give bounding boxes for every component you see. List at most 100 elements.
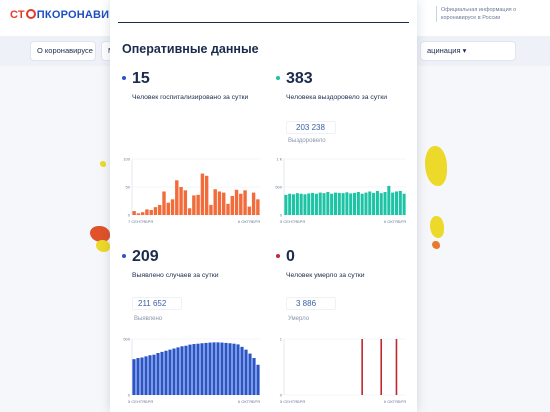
logo-ring-icon [25, 9, 36, 19]
bar [251, 192, 256, 215]
bar [236, 344, 240, 395]
bar [232, 343, 236, 395]
stat-deaths-total-label: Умерло [288, 316, 310, 322]
x-start-label: 5 СЕНТЯБРЯ [280, 399, 305, 404]
modal-divider [118, 22, 409, 23]
logo-text-start: СТ [10, 9, 25, 21]
nav-item-vaccination[interactable]: ацинация ▾ [420, 41, 516, 61]
site-logo[interactable]: СТ ПКОРОНАВИ [10, 9, 109, 21]
map-region [425, 146, 447, 186]
x-start-label: 7 СЕНТЯБРЯ [128, 219, 153, 224]
bar [212, 342, 216, 395]
stat-deaths-total: 3 886 [296, 299, 317, 308]
bar [180, 346, 184, 395]
bar [391, 192, 395, 215]
bar [176, 347, 180, 395]
bar [175, 180, 179, 215]
bar [208, 342, 212, 395]
bar [330, 193, 334, 215]
bullet-dot-icon [276, 76, 280, 80]
bar [333, 192, 337, 215]
bar [200, 173, 205, 215]
bar [394, 191, 398, 215]
bar [158, 204, 162, 215]
bar [153, 207, 158, 215]
stat-cases-total-label: Выявлено [134, 316, 163, 322]
bar [170, 199, 175, 215]
total-box [286, 297, 336, 310]
bar [292, 194, 296, 215]
bar [239, 193, 243, 215]
bar [145, 209, 149, 215]
bar [372, 192, 376, 215]
bar [383, 192, 387, 215]
bar [209, 204, 213, 215]
bar [164, 350, 168, 395]
bar [356, 192, 360, 215]
bullet-dot-icon [122, 76, 126, 80]
stat-deaths: 0 Человек умерло за сутки 3 886 Умерло [276, 248, 416, 328]
bar [361, 339, 363, 395]
bar [224, 342, 228, 395]
bar [204, 175, 209, 215]
bar [303, 194, 307, 215]
stat-hospitalized: 15 Человек госпитализировано за сутки [122, 70, 262, 110]
bar [368, 191, 372, 215]
chart-cases: 500 05 СЕНТЯБРЯ 6 ОКТЯБРЯ [123, 337, 260, 405]
bar [132, 359, 136, 395]
stat-hospitalized-value: 15 [132, 70, 150, 87]
y-tick-label: 0 [128, 213, 131, 218]
bar [288, 193, 292, 215]
bar [217, 191, 222, 215]
stat-recovered-value: 383 [286, 70, 313, 87]
bar [192, 344, 196, 395]
bar [326, 192, 330, 215]
bar [380, 339, 383, 395]
bar [307, 193, 311, 215]
bar [213, 189, 217, 215]
bar [322, 193, 326, 215]
bar [220, 342, 224, 395]
bar [379, 193, 383, 215]
y-tick-label: 100 [123, 157, 130, 162]
y-tick-label: 500 [123, 337, 130, 342]
total-box [286, 121, 336, 134]
y-tick-label: 0 [280, 393, 283, 398]
bar [188, 344, 192, 395]
bar [364, 192, 368, 215]
bar [284, 194, 288, 215]
bullet-dot-icon [122, 254, 126, 258]
operational-data-modal: Оперативные данные 15 Человек госпитализ… [110, 0, 417, 412]
bar [148, 355, 152, 395]
map-region [100, 161, 106, 167]
bar [252, 358, 256, 395]
y-tick-label: 1 К [276, 157, 282, 162]
bar [149, 209, 153, 215]
bar [398, 190, 402, 215]
bar [243, 190, 247, 215]
bar [132, 211, 136, 215]
map-region [432, 241, 440, 249]
bar [387, 185, 391, 215]
nav-item-about-coronavirus[interactable]: О коронавирусе ▾ [30, 41, 96, 61]
bar [168, 349, 172, 395]
bar [140, 212, 145, 215]
bar [160, 351, 164, 395]
x-end-label: 6 ОКТЯБРЯ [238, 399, 260, 404]
stat-recovered: 383 Человека выздоровело за сутки 203 23… [276, 70, 416, 150]
bar [136, 358, 140, 395]
bar [395, 339, 398, 395]
bar [341, 193, 345, 215]
bar [360, 193, 364, 215]
bar [196, 343, 200, 395]
bar [337, 192, 341, 215]
y-tick-label: 500 [275, 185, 282, 190]
bar [192, 195, 196, 215]
stat-cases-value: 209 [132, 248, 159, 265]
stat-deaths-label: Человек умерло за сутки [286, 272, 365, 279]
bar [311, 192, 315, 215]
y-tick-label: 50 [126, 185, 131, 190]
bar [228, 343, 232, 395]
bar [140, 357, 144, 395]
bar [156, 353, 160, 395]
